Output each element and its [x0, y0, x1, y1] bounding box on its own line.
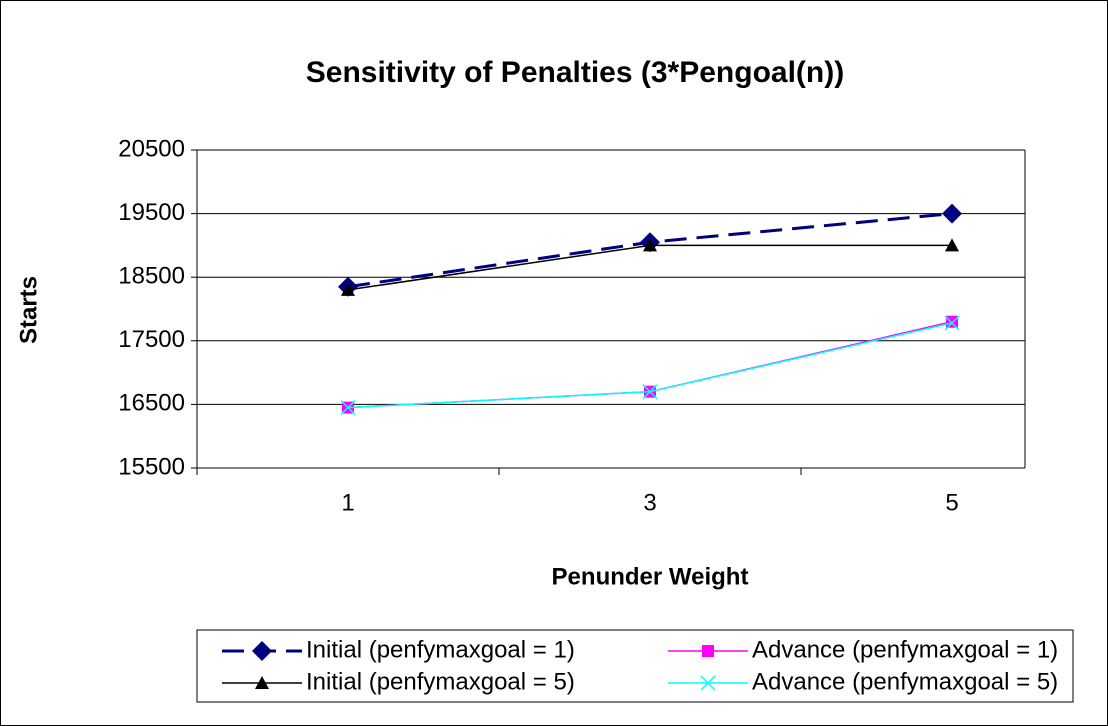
legend-box — [196, 629, 1074, 703]
legend-label: Initial (penfymaxgoal = 5) — [306, 668, 575, 695]
legend-label: Advance (penfymaxgoal = 1) — [752, 636, 1058, 663]
marker — [255, 676, 269, 689]
legend-label: Advance (penfymaxgoal = 5) — [752, 668, 1058, 695]
y-tick-label: 18500 — [118, 263, 185, 290]
marker — [942, 203, 962, 224]
y-tick-label: 19500 — [118, 199, 185, 226]
x-tick-label: 3 — [643, 489, 656, 516]
x-axis-label: Penunder Weight — [552, 563, 749, 590]
y-tick-label: 16500 — [118, 390, 185, 417]
marker — [341, 282, 355, 296]
y-axis-label: Starts — [15, 276, 42, 344]
marker — [945, 238, 959, 252]
y-tick-label: 15500 — [118, 453, 185, 480]
y-tick-label: 17500 — [118, 326, 185, 353]
marker — [340, 400, 356, 416]
marker — [946, 315, 958, 328]
marker — [252, 641, 272, 661]
y-tick-label: 20500 — [118, 135, 185, 162]
legend-label: Initial (penfymaxgoal = 1) — [306, 636, 575, 663]
x-tick-label: 1 — [341, 489, 354, 516]
x-tick-label: 5 — [945, 489, 958, 516]
marker — [702, 645, 714, 657]
marker — [944, 315, 960, 331]
marker — [642, 384, 658, 400]
marker — [700, 675, 716, 691]
chart-title: Sensitivity of Penalties (3*Pengoal(n)) — [306, 56, 844, 89]
marker — [643, 238, 657, 252]
